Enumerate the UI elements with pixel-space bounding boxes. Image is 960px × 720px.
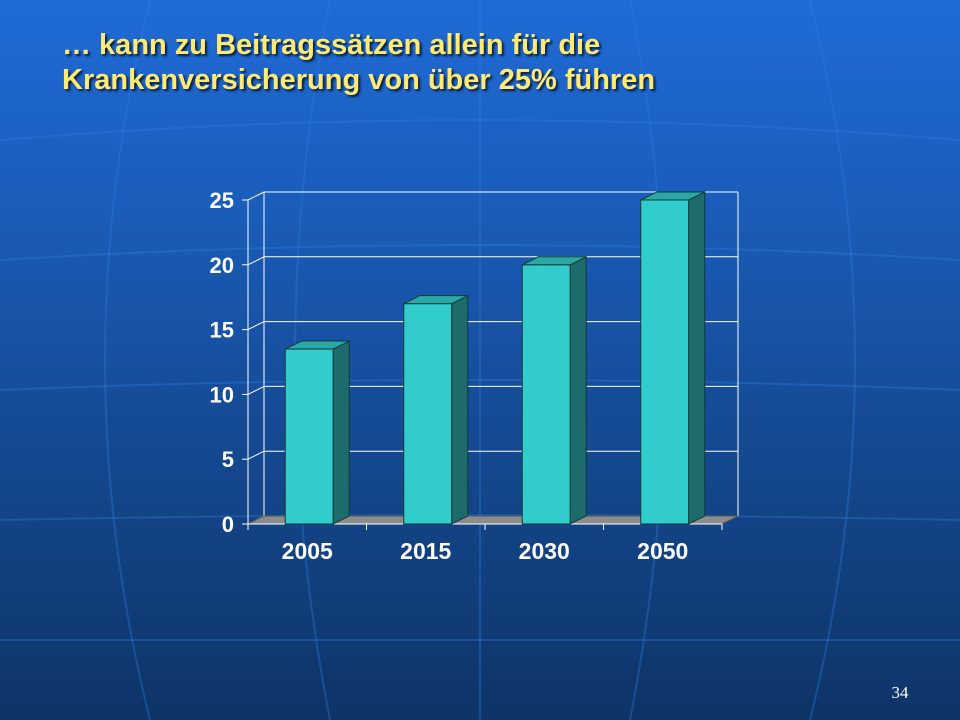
bar-side-2030 bbox=[569, 255, 587, 525]
bar-2015 bbox=[403, 303, 453, 525]
y-tick-label-25: 25 bbox=[210, 188, 234, 213]
gridline-depth-15 bbox=[247, 321, 265, 331]
bar-2030 bbox=[521, 264, 571, 525]
bar-2005 bbox=[284, 348, 334, 525]
gridline-depth-25 bbox=[247, 191, 265, 201]
slide-title-line-1: … kann zu Beitragssätzen allein für die bbox=[62, 29, 601, 61]
gridline-depth-10 bbox=[247, 385, 265, 395]
gridline-depth-20 bbox=[247, 256, 265, 266]
y-tick-label-10: 10 bbox=[210, 382, 234, 407]
bar-side-2005 bbox=[332, 340, 350, 525]
y-tick-label-20: 20 bbox=[210, 253, 234, 278]
gridline-depth-5 bbox=[247, 450, 265, 460]
y-tick-label-5: 5 bbox=[222, 447, 234, 472]
bar-top-2050 bbox=[640, 191, 705, 201]
bar-top-2030 bbox=[522, 256, 587, 266]
x-tick-label-2005: 2005 bbox=[282, 538, 333, 564]
x-tick-label-2030: 2030 bbox=[519, 538, 570, 564]
slide-title: … kann zu Beitragssätzen allein für die … bbox=[62, 28, 922, 98]
bar-top-2005 bbox=[285, 340, 350, 350]
bar-side-2015 bbox=[451, 294, 469, 525]
slide-number: 34 bbox=[891, 683, 909, 702]
bar-side-2050 bbox=[688, 191, 706, 525]
bar-2050 bbox=[640, 199, 690, 525]
y-tick-label-0: 0 bbox=[222, 512, 234, 537]
slide-title-line-2: Krankenversicherung von über 25% führen bbox=[62, 64, 656, 96]
x-tick-label-2015: 2015 bbox=[400, 538, 451, 564]
x-tick-label-2050: 2050 bbox=[637, 538, 688, 564]
y-tick-label-15: 15 bbox=[210, 318, 234, 343]
bar-top-2015 bbox=[403, 295, 468, 305]
